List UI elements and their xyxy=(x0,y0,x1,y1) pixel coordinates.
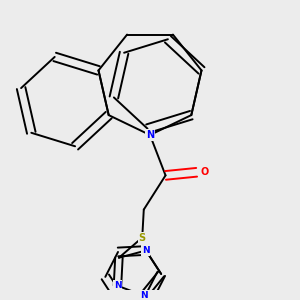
Text: N: N xyxy=(114,281,121,290)
Text: O: O xyxy=(200,167,208,177)
Text: S: S xyxy=(139,232,146,242)
Text: N: N xyxy=(142,246,150,255)
Text: N: N xyxy=(140,291,147,300)
Text: N: N xyxy=(146,130,154,140)
